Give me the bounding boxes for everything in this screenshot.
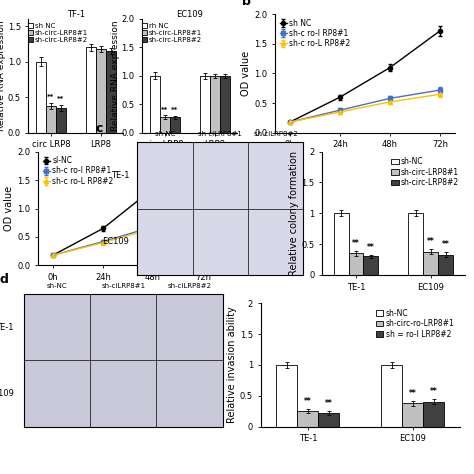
Legend: rh NC, sh-circ-LRP8#1, sh-circ-LRP8#2: rh NC, sh-circ-LRP8#1, sh-circ-LRP8#2	[141, 22, 202, 44]
Y-axis label: Relative colony formation: Relative colony formation	[289, 151, 299, 276]
Text: **: **	[352, 239, 360, 248]
Text: EC109: EC109	[176, 9, 203, 18]
Text: **: **	[171, 108, 178, 113]
Bar	[170, 118, 180, 133]
Text: **: **	[57, 96, 64, 102]
Bar	[297, 411, 319, 427]
Y-axis label: Relative invasion ability: Relative invasion ability	[227, 307, 237, 423]
Text: sh-ciLRP8#1: sh-ciLRP8#1	[101, 283, 146, 289]
Bar	[348, 253, 364, 275]
Bar	[381, 365, 402, 427]
Legend: sh NC, sh-circ-LRP8#1, sh-circ-LRP8#2: sh NC, sh-circ-LRP8#1, sh-circ-LRP8#2	[27, 22, 89, 44]
Bar	[438, 255, 453, 275]
Y-axis label: OD value: OD value	[241, 51, 251, 96]
Y-axis label: Relative RNA expression: Relative RNA expression	[111, 20, 120, 131]
Text: **: **	[442, 240, 450, 249]
Bar	[56, 108, 66, 133]
Text: sh NC: sh NC	[155, 131, 175, 137]
Text: EC109: EC109	[102, 237, 129, 246]
Text: **: **	[47, 94, 55, 100]
Text: sh-NC: sh-NC	[46, 283, 67, 289]
Legend: sh-NC, sh-circ-LRP8#1, sh-circ-LRP8#2: sh-NC, sh-circ-LRP8#1, sh-circ-LRP8#2	[390, 155, 461, 189]
Text: **: **	[161, 107, 168, 113]
Bar	[319, 413, 339, 427]
Bar	[210, 76, 219, 133]
Bar	[409, 213, 423, 275]
Text: **: **	[427, 237, 435, 246]
Y-axis label: OD value: OD value	[4, 186, 14, 231]
Text: sh-ciLRP8#2: sh-ciLRP8#2	[168, 283, 211, 289]
Bar	[402, 403, 423, 427]
Bar	[96, 49, 106, 133]
Text: d: d	[0, 273, 9, 286]
Text: **: **	[325, 399, 333, 408]
Text: EC109: EC109	[150, 173, 176, 182]
Bar	[36, 62, 46, 133]
Text: TE-1: TE-1	[110, 171, 129, 180]
Bar	[423, 252, 438, 275]
Bar	[160, 117, 170, 133]
Text: b: b	[243, 0, 251, 8]
Bar	[276, 365, 297, 427]
Text: TE-1: TE-1	[0, 323, 14, 331]
Bar	[86, 47, 96, 133]
Text: **: **	[367, 243, 375, 252]
Legend: sh-NC, sh-circ-ro-LRP8#1, sh = ro-l LRP8#2: sh-NC, sh-circ-ro-LRP8#1, sh = ro-l LRP8…	[374, 307, 456, 340]
Bar	[423, 402, 444, 427]
Text: **: **	[430, 387, 438, 396]
Text: **: **	[203, 152, 212, 161]
Text: **: **	[409, 389, 417, 398]
Text: **: **	[304, 397, 312, 406]
Bar	[219, 76, 229, 133]
Bar	[106, 51, 116, 133]
Text: EC109: EC109	[0, 389, 14, 398]
Text: c: c	[96, 122, 103, 135]
Text: TF-1: TF-1	[67, 9, 85, 18]
Text: sh ciLRP8#1: sh ciLRP8#1	[199, 131, 242, 137]
Legend: sl-NC, sh-c ro-l RP8#1, sh-c ro-L RP8#2: sl-NC, sh-c ro-l RP8#1, sh-c ro-L RP8#2	[42, 155, 114, 186]
Bar	[334, 213, 348, 275]
Text: sh ciLRP8#2: sh ciLRP8#2	[254, 131, 298, 137]
Bar	[364, 256, 378, 275]
Bar	[150, 76, 160, 133]
Legend: sh NC, sh-c ro-l RP8#1, sh-c ro-L RP8#2: sh NC, sh-c ro-l RP8#1, sh-c ro-L RP8#2	[279, 18, 351, 49]
Bar	[200, 76, 210, 133]
Y-axis label: Relative RNA expression: Relative RNA expression	[0, 20, 6, 131]
Bar	[46, 106, 56, 133]
